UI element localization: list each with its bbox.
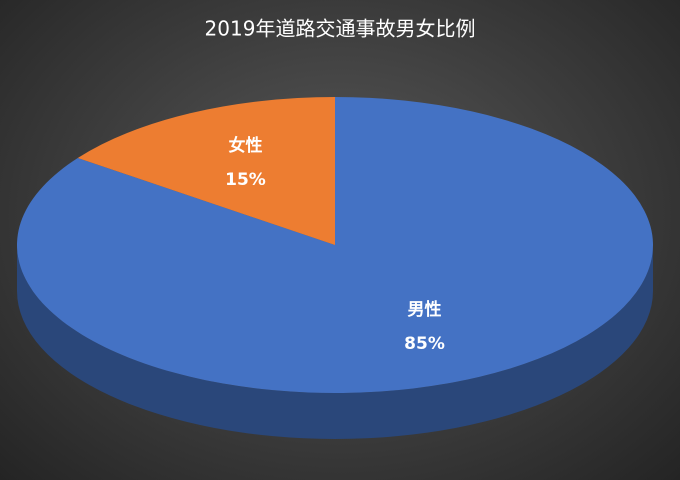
- slice-label: 女性: [228, 135, 262, 156]
- chart-title: 2019年道路交通事故男女比例: [205, 17, 476, 41]
- pie-side: [17, 245, 653, 439]
- pie-slice: [17, 97, 654, 393]
- slice-value-label: 15%: [225, 170, 266, 190]
- pie-sides: [17, 245, 653, 439]
- slice-label: 男性: [408, 299, 442, 320]
- pie-slice: [77, 97, 335, 245]
- slice-value-label: 85%: [404, 334, 445, 354]
- pie-tops: [17, 97, 654, 393]
- pie-labels: 男性 85% 女性 15%: [225, 135, 445, 354]
